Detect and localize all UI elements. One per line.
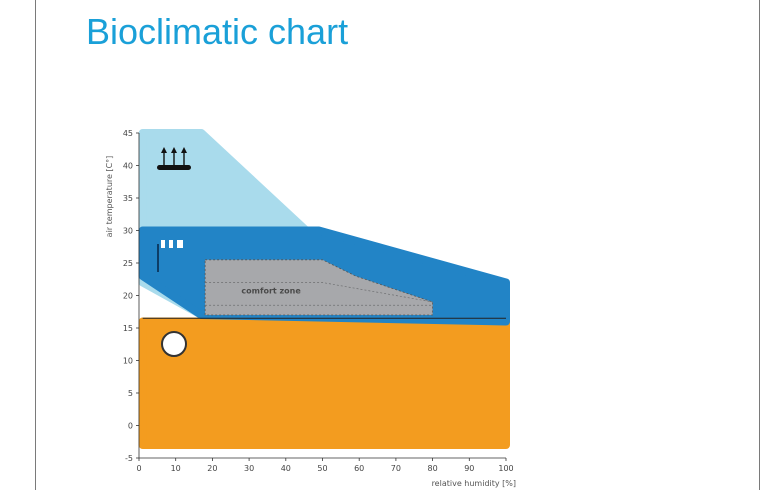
x-tick-label: 70 [391,464,401,473]
fan-icon [157,240,183,272]
icons-layer [157,147,191,357]
zone-comfort-zone [204,259,434,316]
y-tick-label: 35 [123,194,133,203]
comfort-zone-contour [205,282,433,303]
sun-icon [161,331,187,357]
x-tick-label: 100 [498,464,513,473]
x-tick-label: 60 [354,464,364,473]
evaporation-icon [157,147,191,170]
x-tick-label: 0 [136,464,141,473]
x-axis-label: relative humidity [%] [432,479,516,488]
y-tick-label: 30 [123,227,133,236]
zone-warming [138,317,510,449]
y-tick-label: 0 [128,422,133,431]
comfort-zone-label: comfort zone [241,287,301,296]
y-tick-label: 5 [128,389,133,398]
x-tick-label: 20 [207,464,217,473]
y-axis-label: air temperature [C°] [105,156,114,238]
x-tick-label: 40 [281,464,291,473]
y-tick-label: 45 [123,129,133,138]
x-tick-label: 50 [317,464,327,473]
zones-layer: comfort zone [138,129,510,449]
x-tick-label: 80 [428,464,438,473]
y-tick-label: 15 [123,324,133,333]
y-tick-label: 20 [123,292,133,301]
x-tick-label: 30 [244,464,254,473]
y-tick-label: 25 [123,259,133,268]
y-tick-label: 40 [123,162,133,171]
y-tick-label: -5 [125,454,133,463]
x-tick-label: 10 [171,464,181,473]
slide-frame: Bioclimatic chart comfort zone [35,0,760,490]
y-tick-label: 10 [123,357,133,366]
x-tick-label: 90 [464,464,474,473]
slide-title: Bioclimatic chart [86,11,349,52]
